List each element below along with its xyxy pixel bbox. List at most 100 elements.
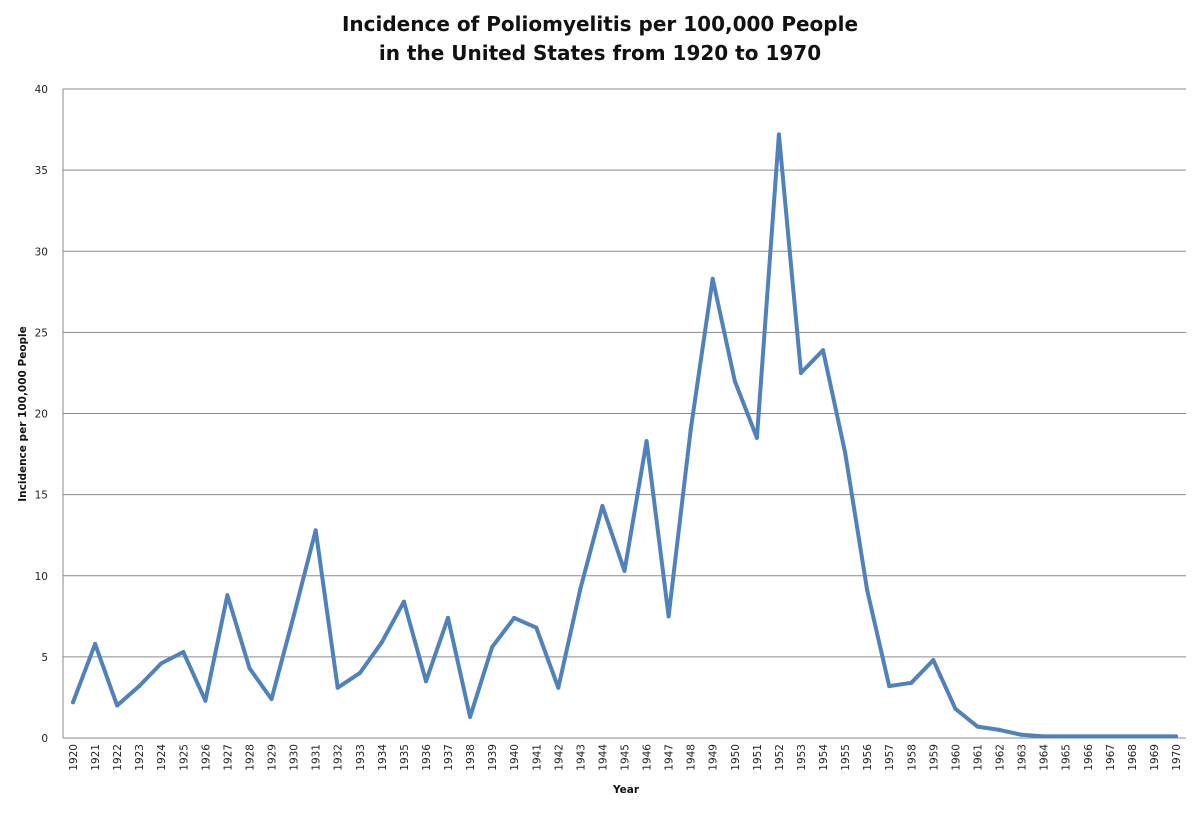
data-point: [644, 439, 649, 444]
y-tick-label: 35: [35, 165, 48, 177]
x-tick-label: 1937: [443, 744, 455, 771]
data-point: [821, 348, 826, 353]
data-point: [534, 625, 539, 630]
x-tick-label: 1924: [156, 744, 168, 771]
x-tick-label: 1939: [487, 744, 499, 771]
data-point: [843, 450, 848, 455]
data-point: [468, 714, 473, 719]
x-tick-label: 1931: [311, 744, 323, 771]
data-point: [71, 700, 75, 705]
data-point: [1151, 734, 1156, 739]
data-point: [931, 658, 936, 663]
x-tick-label: 1938: [465, 744, 477, 771]
x-tick-label: 1941: [531, 744, 543, 771]
x-tick-label: 1966: [1083, 744, 1095, 771]
data-point: [335, 685, 340, 690]
data-point: [490, 645, 495, 650]
data-point: [1085, 734, 1090, 739]
x-tick-label: 1962: [995, 744, 1007, 771]
x-tick-label: 1959: [928, 744, 940, 771]
x-tick-label: 1933: [355, 744, 367, 771]
x-tick-label: 1945: [620, 744, 632, 771]
data-point: [1174, 734, 1178, 739]
x-tick-label: 1940: [509, 744, 521, 771]
x-tick-label: 1954: [818, 744, 830, 771]
x-tick-label: 1956: [862, 744, 874, 771]
data-point: [313, 528, 318, 533]
data-point: [953, 706, 958, 711]
y-tick-label: 15: [35, 490, 48, 502]
data-point: [600, 503, 605, 508]
x-tick-label: 1967: [1105, 744, 1117, 771]
y-axis-label: Incidence per 100,000 People: [17, 326, 29, 502]
data-point: [688, 427, 693, 432]
data-point: [269, 697, 274, 702]
x-tick-label: 1951: [752, 744, 764, 771]
chart-title: Incidence of Poliomyelitis per 100,000 P…: [0, 10, 1200, 68]
x-tick-label: 1960: [950, 744, 962, 771]
y-tick-label: 0: [41, 733, 48, 745]
data-point: [203, 698, 208, 703]
data-point: [556, 685, 561, 690]
x-tick-label: 1944: [597, 744, 609, 771]
data-point: [137, 684, 142, 689]
x-tick-label: 1969: [1149, 744, 1161, 771]
data-point: [578, 586, 583, 591]
data-point: [732, 379, 737, 384]
data-point: [909, 680, 914, 685]
data-point: [181, 650, 186, 655]
x-tick-label: 1921: [90, 744, 102, 771]
data-point: [1019, 732, 1024, 737]
x-axis-ticks: 1920 1921 1922 1923 1924 1925 1926 1927 1928 1929…: [68, 744, 1183, 771]
x-tick-label: 1935: [399, 744, 411, 771]
x-tick-label: 1965: [1061, 744, 1073, 771]
y-axis-ticks: 0 5 10 15 20 25 30 35 40: [35, 84, 48, 745]
data-point: [975, 724, 980, 729]
x-axis-label: Year: [612, 784, 640, 796]
x-tick-label: 1923: [134, 744, 146, 771]
x-tick-label: 1926: [200, 744, 212, 771]
data-point: [93, 641, 98, 646]
x-tick-label: 1927: [222, 744, 234, 771]
data-point: [666, 614, 671, 619]
data-point: [1129, 734, 1134, 739]
data-point: [865, 588, 870, 593]
x-tick-label: 1929: [267, 744, 279, 771]
data-point: [887, 684, 892, 689]
data-point: [225, 593, 230, 598]
data-point: [776, 132, 781, 137]
y-tick-label: 5: [41, 652, 48, 664]
x-tick-label: 1942: [553, 744, 565, 771]
x-tick-label: 1952: [774, 744, 786, 771]
data-point: [798, 370, 803, 375]
x-tick-label: 1964: [1039, 744, 1051, 771]
y-tick-label: 30: [35, 246, 48, 258]
y-tick-label: 20: [35, 409, 48, 421]
data-point: [379, 640, 384, 645]
x-tick-label: 1961: [972, 744, 984, 771]
data-point: [291, 614, 296, 619]
data-point: [401, 599, 406, 604]
data-point: [1107, 734, 1112, 739]
axes: [62, 89, 1186, 739]
x-tick-label: 1936: [421, 744, 433, 771]
data-point: [754, 435, 759, 440]
y-tick-label: 25: [35, 327, 48, 339]
x-tick-label: 1949: [708, 744, 720, 771]
x-tick-label: 1953: [796, 744, 808, 771]
data-point: [446, 615, 451, 620]
data-point: [512, 615, 517, 620]
x-tick-label: 1958: [906, 744, 918, 771]
data-point: [1063, 734, 1068, 739]
x-tick-label: 1925: [178, 744, 190, 771]
x-tick-label: 1928: [244, 744, 256, 771]
y-tick-label: 10: [35, 571, 48, 583]
x-tick-label: 1922: [112, 744, 124, 771]
data-point: [247, 666, 252, 671]
x-tick-label: 1932: [333, 744, 345, 771]
x-tick-label: 1946: [642, 744, 654, 771]
x-tick-label: 1934: [377, 744, 389, 771]
data-point: [115, 703, 120, 708]
data-point: [1041, 734, 1046, 739]
